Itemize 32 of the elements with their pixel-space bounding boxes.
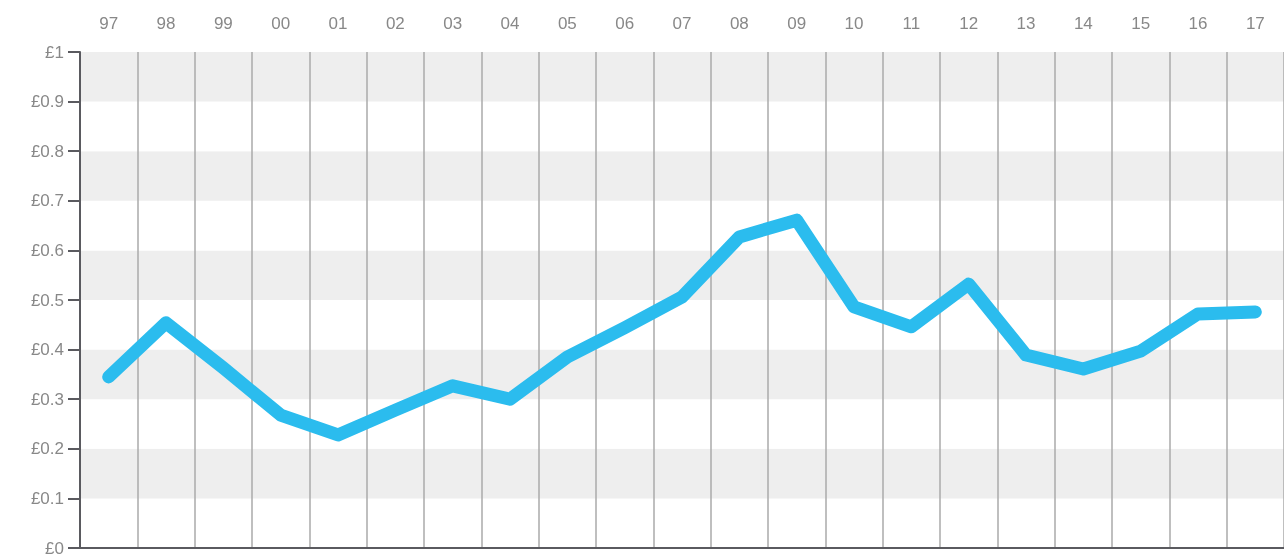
x-tick-label: 00 bbox=[271, 14, 291, 33]
x-tick-label: 06 bbox=[615, 14, 635, 33]
y-tick-label: £0.7 bbox=[30, 191, 64, 211]
y-tick-label: £0.8 bbox=[30, 141, 64, 161]
x-tick-label: 02 bbox=[385, 14, 405, 33]
x-tick-label: 98 bbox=[156, 14, 176, 33]
x-tick-label: 16 bbox=[1188, 14, 1208, 33]
x-tick-label: 10 bbox=[844, 14, 864, 33]
y-tick-label: £0.1 bbox=[30, 488, 64, 508]
x-tick-label: 17 bbox=[1245, 14, 1265, 33]
x-tick-label: 99 bbox=[213, 14, 233, 33]
x-tick-label: 01 bbox=[328, 14, 348, 33]
x-tick-label: 04 bbox=[500, 14, 520, 33]
y-tick-label: £0.5 bbox=[30, 290, 64, 310]
y-tick-label: £0.6 bbox=[30, 240, 64, 260]
x-tick-label: 14 bbox=[1073, 14, 1093, 33]
y-tick-label: £0 bbox=[45, 538, 64, 558]
y-tick-label: £0.4 bbox=[30, 340, 64, 360]
x-tick-label: 15 bbox=[1131, 14, 1151, 33]
x-tick-label: 97 bbox=[99, 14, 119, 33]
x-tick-label: 05 bbox=[557, 14, 577, 33]
y-tick-label: £1 bbox=[45, 42, 64, 62]
x-tick-label: 13 bbox=[1016, 14, 1036, 33]
x-tick-label: 11 bbox=[902, 14, 921, 33]
y-tick-label: £0.9 bbox=[30, 92, 64, 112]
x-tick-label: 12 bbox=[959, 14, 979, 33]
y-tick-label: £0.2 bbox=[30, 439, 64, 459]
x-tick-label: 07 bbox=[672, 14, 692, 33]
x-tick-label: 08 bbox=[729, 14, 749, 33]
x-tick-label: 09 bbox=[787, 14, 807, 33]
y-tick-label: £0.3 bbox=[30, 389, 64, 409]
x-tick-label: 03 bbox=[443, 14, 463, 33]
